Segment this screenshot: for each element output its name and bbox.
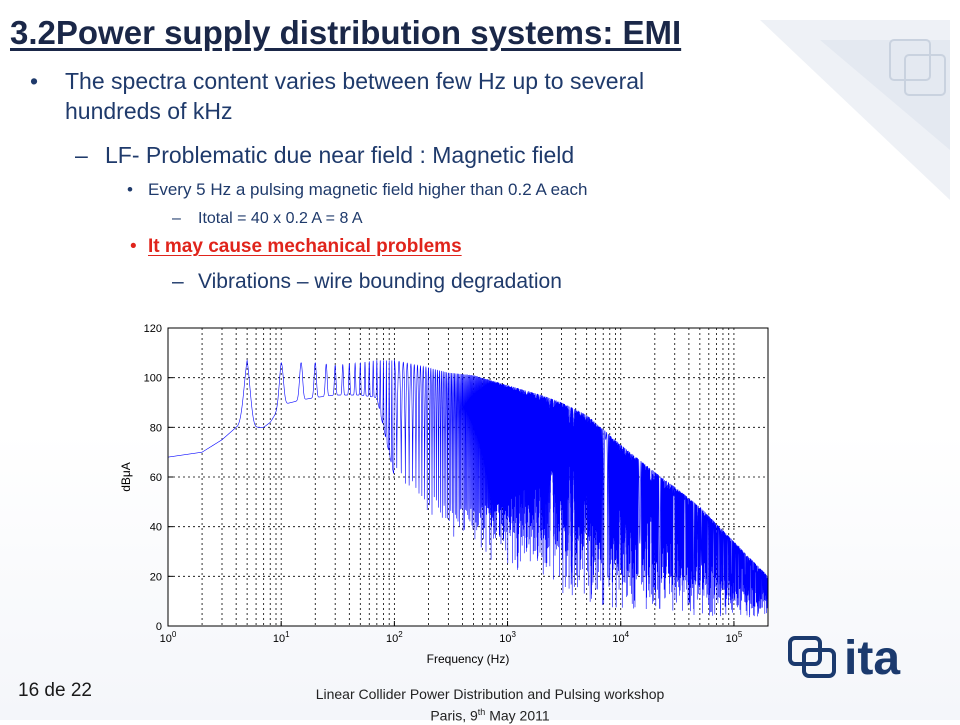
ita-logo: ita — [788, 632, 900, 682]
x-tick-label: 103 — [499, 630, 516, 645]
bullet-2-prefix: LF — [105, 142, 132, 168]
dash-marker: – — [172, 210, 181, 227]
bullet-2-text: - Problematic due near field : Magnetic … — [131, 142, 575, 168]
y-tick-label: 20 — [150, 571, 162, 583]
y-axis: 0 20 40 60 80 100 120 — [144, 323, 173, 633]
footer-date-b: May 2011 — [485, 707, 550, 724]
bullet-2: – LF- Problematic due near field : Magnet… — [75, 142, 574, 169]
footer-line-1: Linear Collider Power Distribution and P… — [315, 686, 665, 702]
x-tick-label: 102 — [386, 630, 403, 645]
y-axis-label: dBμA — [119, 462, 133, 492]
x-tick-label: 104 — [612, 630, 629, 645]
bullet-3-text: Every 5 Hz a pulsing magnetic field high… — [148, 180, 588, 199]
logo-text: ita — [844, 632, 900, 682]
footer-date-a: Paris, 9 — [430, 707, 478, 724]
y-tick-label: 0 — [156, 621, 162, 633]
y-tick-label: 40 — [150, 522, 162, 534]
x-tick-label: 101 — [273, 630, 290, 645]
bullet-5: • It may cause mechanical problems — [130, 236, 462, 258]
bullet-6-text: Vibrations – wire bounding degradation — [198, 270, 562, 293]
y-tick-label: 100 — [144, 373, 162, 385]
x-axis-label: Frequency (Hz) — [427, 652, 510, 666]
y-tick-label: 120 — [144, 323, 162, 335]
y-tick-label: 80 — [150, 422, 162, 434]
bullet-6: – Vibrations – wire bounding degradation — [172, 270, 562, 294]
page-number: 16 de 22 — [18, 680, 92, 701]
x-tick-label: 105 — [726, 630, 743, 645]
bullet-1: • The spectra content varies between few … — [30, 68, 644, 95]
series-layer — [167, 359, 769, 618]
bullet-1-line-1: The spectra content varies between few H… — [65, 68, 645, 94]
bullet-marker: • — [130, 236, 137, 257]
bullet-5-text: It may cause mechanical problems — [148, 236, 462, 257]
spectrum-chart: 0 20 40 60 80 100 120 100 101 102 103 104 105 Frequ… — [119, 323, 769, 666]
dash-marker: – — [172, 270, 184, 293]
slide-title: 3.2Power supply distribution systems: EM… — [10, 14, 682, 51]
spectrum-series-line — [167, 359, 769, 618]
x-tick-label: 100 — [160, 630, 177, 645]
background-decoration — [760, 20, 950, 200]
bullet-3: • Every 5 Hz a pulsing magnetic field hig… — [127, 180, 587, 200]
bullet-marker: • — [127, 180, 133, 199]
logo-mark-icon — [788, 636, 836, 678]
y-tick-label: 60 — [150, 472, 162, 484]
bullet-4-text: Itotal = 40 x 0.2 A = 8 A — [198, 210, 363, 227]
bullet-marker: • — [30, 68, 39, 94]
footer-line-2: Paris, 9th May 2011 — [280, 703, 700, 725]
footer-date-sup: th — [477, 707, 486, 717]
dash-marker: – — [75, 142, 88, 168]
x-axis: 100 101 102 103 104 105 — [160, 621, 743, 645]
bullet-4: – Itotal = 40 x 0.2 A = 8 A — [172, 210, 363, 228]
bullet-1-continued: hundreds of kHz — [65, 98, 233, 124]
footer: Linear Collider Power Distribution and P… — [280, 685, 700, 725]
